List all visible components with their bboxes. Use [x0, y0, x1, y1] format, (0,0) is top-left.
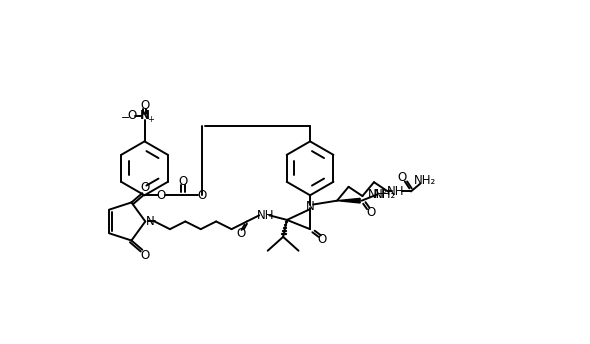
- Text: O: O: [157, 189, 166, 202]
- Text: O: O: [397, 171, 407, 184]
- Text: NH₂: NH₂: [414, 174, 436, 187]
- Text: −: −: [120, 113, 130, 123]
- Text: O: O: [140, 181, 150, 194]
- Text: NH: NH: [368, 188, 386, 201]
- Text: N: N: [146, 215, 155, 228]
- Text: +: +: [148, 115, 154, 123]
- Text: NH: NH: [387, 185, 404, 198]
- Text: NH₂: NH₂: [373, 188, 396, 201]
- Text: NH: NH: [257, 209, 274, 222]
- Text: O: O: [236, 227, 245, 240]
- Text: O: O: [197, 189, 206, 202]
- Text: O: O: [127, 109, 137, 122]
- Text: ₂: ₂: [383, 186, 386, 196]
- Text: N: N: [306, 200, 314, 213]
- Text: O: O: [140, 99, 150, 112]
- Polygon shape: [337, 198, 360, 203]
- Text: O: O: [318, 234, 327, 246]
- Text: O: O: [178, 175, 188, 188]
- Text: O: O: [366, 206, 375, 219]
- Text: O: O: [140, 249, 150, 262]
- Text: N: N: [140, 109, 150, 122]
